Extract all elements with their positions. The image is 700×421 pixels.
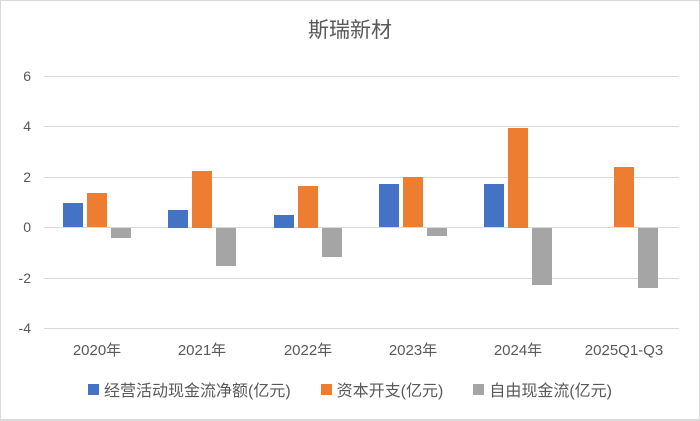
legend-label: 资本开支(亿元)	[336, 383, 444, 400]
bar-series-2-2023年	[427, 228, 447, 236]
bar-series-0-2024年	[484, 184, 504, 227]
bar-series-0-2020年	[63, 203, 83, 227]
gridline	[44, 227, 679, 228]
gridline	[44, 126, 679, 127]
bar-series-0-2021年	[168, 210, 188, 228]
x-tick-label: 2025Q1-Q3	[584, 342, 664, 359]
legend-label: 经营活动现金流净额(亿元)	[103, 383, 291, 400]
legend-item-2: 自由现金流(亿元)	[473, 377, 612, 401]
bar-series-2-2022年	[322, 228, 342, 257]
bar-series-2-2024年	[532, 228, 552, 285]
x-tick-label: 2022年	[283, 342, 333, 359]
y-tick-label: 4	[23, 118, 31, 134]
y-tick-label: -2	[18, 270, 31, 286]
y-tick-label: 2	[23, 169, 31, 185]
y-tick-label: -4	[18, 320, 31, 336]
gridline	[44, 328, 679, 329]
gridline	[44, 76, 679, 77]
bar-series-2-2025Q1-Q3	[638, 228, 658, 288]
bar-series-1-2024年	[508, 128, 528, 228]
legend-marker-icon	[320, 383, 332, 395]
y-tick-label: 0	[23, 219, 31, 235]
chart-legend: 经营活动现金流净额(亿元) 资本开支(亿元) 自由现金流(亿元)	[1, 377, 699, 401]
legend-item-1: 资本开支(亿元)	[320, 377, 444, 401]
bar-series-1-2022年	[298, 186, 318, 228]
bar-series-2-2020年	[111, 228, 131, 238]
bar-series-1-2021年	[192, 171, 212, 228]
y-tick-label: 6	[23, 68, 31, 84]
legend-item-0: 经营活动现金流净额(亿元)	[87, 377, 291, 401]
x-tick-label: 2021年	[177, 342, 227, 359]
gridline	[44, 278, 679, 279]
bar-series-1-2023年	[403, 177, 423, 227]
legend-label: 自由现金流(亿元)	[489, 383, 612, 400]
bar-series-1-2020年	[87, 193, 107, 227]
x-tick-label: 2023年	[388, 342, 438, 359]
x-tick-label: 2020年	[72, 342, 122, 359]
legend-marker-icon	[473, 383, 485, 395]
bar-series-1-2025Q1-Q3	[614, 167, 634, 227]
chart-title: 斯瑞新材	[308, 19, 392, 42]
gridline	[44, 177, 679, 178]
bar-series-0-2022年	[274, 215, 294, 228]
x-tick-label: 2024年	[493, 342, 543, 359]
bar-series-2-2021年	[216, 228, 236, 266]
legend-marker-icon	[87, 383, 99, 395]
bar-series-0-2023年	[379, 184, 399, 227]
